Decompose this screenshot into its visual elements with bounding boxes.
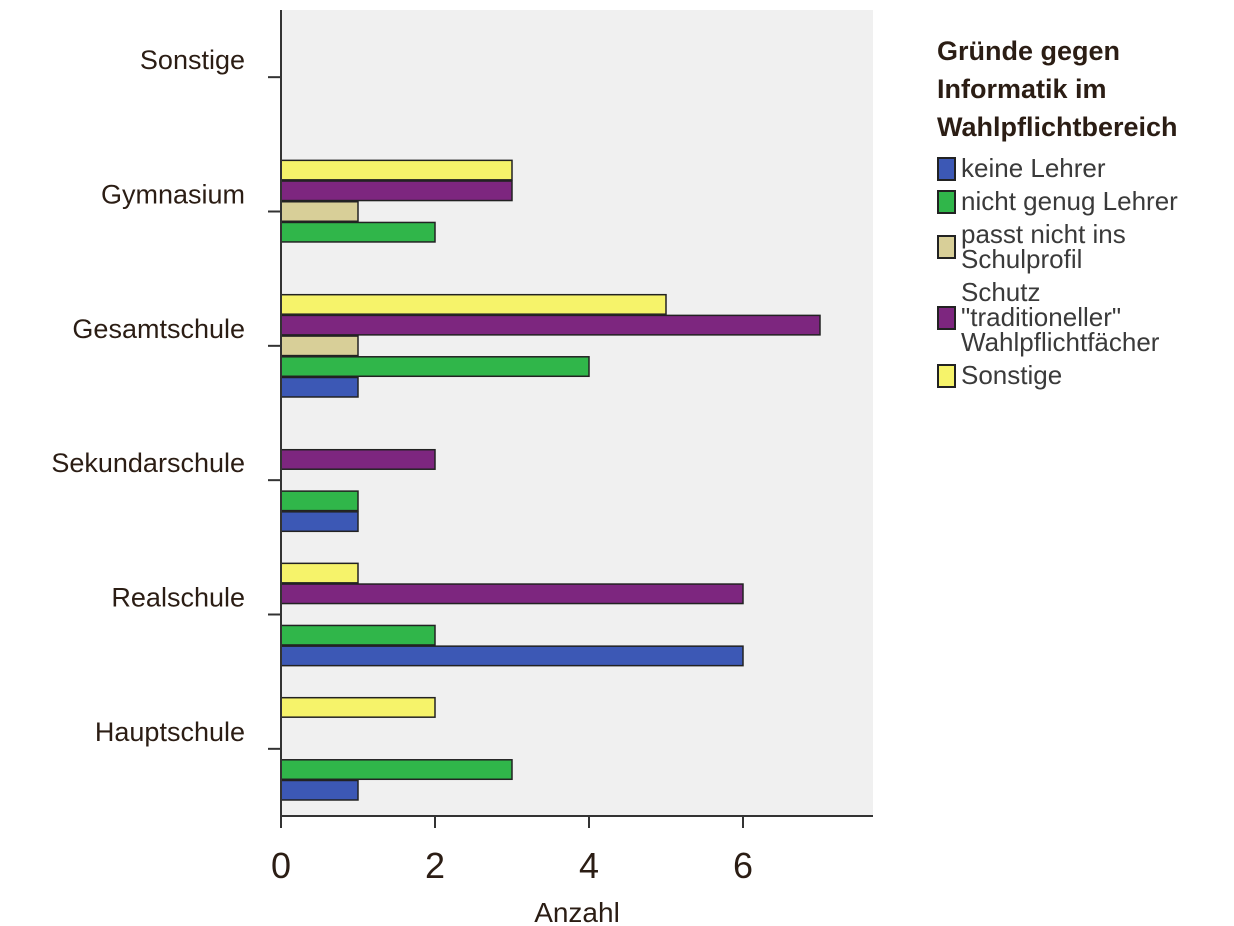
x-tick-label: 4 [579, 845, 599, 886]
legend-swatch [937, 305, 956, 330]
legend-item: nicht genug Lehrer [937, 186, 1234, 216]
bar [280, 583, 744, 605]
legend-swatch [937, 363, 956, 388]
legend: Gründe gegen Informatik im Wahlpflichtbe… [937, 32, 1234, 396]
y-tick-label: Hauptschule [95, 717, 245, 747]
bar [280, 221, 436, 243]
legend-title: Gründe gegen Informatik im Wahlpflichtbe… [937, 36, 1178, 142]
bar [280, 645, 744, 667]
bar [280, 759, 513, 781]
y-tick-label: Gymnasium [101, 180, 245, 210]
bar [280, 624, 436, 646]
legend-item: Sonstige [937, 360, 1234, 390]
bar [280, 159, 513, 181]
bar [280, 448, 436, 470]
legend-item: keine Lehrer [937, 153, 1234, 183]
y-tick-label: Sonstige [140, 45, 245, 75]
legend-item: passt nicht ins Schulprofil [937, 219, 1234, 274]
y-tick-label: Sekundarschule [51, 448, 245, 478]
bar [280, 335, 359, 357]
bar [280, 314, 821, 336]
bar [280, 356, 590, 378]
bar [280, 779, 359, 801]
legend-swatch [937, 156, 956, 181]
y-tick-label: Realschule [111, 583, 245, 613]
bar [280, 562, 359, 584]
bar [280, 180, 513, 202]
legend-items: keine Lehrer nicht genug Lehrer passt nich… [937, 153, 1234, 390]
legend-swatch [937, 189, 956, 214]
bar [280, 293, 667, 315]
legend-swatch [937, 235, 956, 259]
bar [280, 696, 436, 718]
bar-chart: Hauptschule Realschule Sekundarschule Gesam… [51, 10, 873, 926]
x-tick-label: 0 [271, 845, 291, 886]
legend-label: nicht genug Lehrer [961, 186, 1178, 216]
bar [280, 201, 359, 222]
bar [280, 511, 359, 533]
legend-label: Schutz "traditioneller" Wahlpflichtfäche… [961, 277, 1160, 357]
x-axis-label: Anzahl [534, 897, 620, 926]
bar [280, 490, 359, 512]
y-axis-ticks: Hauptschule Realschule Sekundarschule Gesam… [51, 45, 281, 750]
legend-item: Schutz "traditioneller" Wahlpflichtfäche… [937, 277, 1234, 357]
bar [280, 376, 359, 398]
x-tick-label: 2 [425, 845, 445, 886]
legend-label: keine Lehrer [961, 153, 1106, 183]
x-axis-ticks: 0 2 4 6 [271, 816, 753, 886]
x-tick-label: 6 [733, 845, 753, 886]
plot-area [281, 10, 873, 816]
legend-label: passt nicht ins Schulprofil [961, 219, 1126, 274]
y-tick-label: Gesamtschule [72, 314, 245, 344]
legend-label: Sonstige [961, 360, 1063, 390]
